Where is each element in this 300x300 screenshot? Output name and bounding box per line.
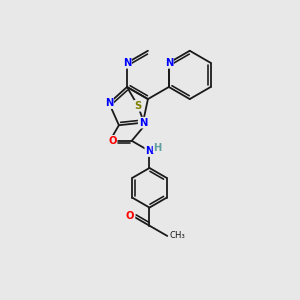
Text: N: N (145, 146, 154, 156)
Text: CH₃: CH₃ (169, 231, 185, 240)
Text: N: N (139, 118, 147, 128)
Text: S: S (134, 101, 142, 111)
Text: N: N (123, 58, 131, 68)
Text: N: N (165, 58, 173, 68)
Text: H: H (154, 142, 162, 152)
Text: O: O (108, 136, 117, 146)
Text: N: N (105, 98, 113, 108)
Text: O: O (126, 211, 134, 221)
